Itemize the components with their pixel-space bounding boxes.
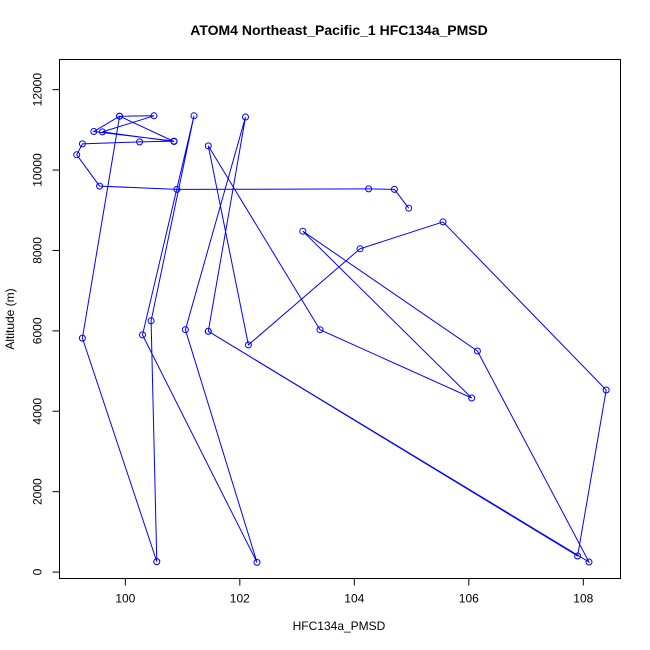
x-tick-label: 108	[573, 592, 593, 606]
data-point	[136, 138, 144, 146]
data-point	[242, 113, 249, 121]
chart-title: ATOM4 Northeast_Pacific_1 HFC134a_PMSD	[190, 22, 487, 38]
x-axis: 100 102 104 106 108	[115, 578, 594, 606]
data-point	[439, 218, 447, 226]
data-point	[390, 185, 398, 193]
x-tick-label: 104	[344, 592, 364, 606]
y-tick-label: 0	[31, 568, 45, 575]
series-line	[76, 115, 607, 564]
data-point	[173, 185, 181, 193]
data-point	[602, 386, 610, 394]
x-tick-label: 100	[115, 592, 135, 606]
data-point	[139, 331, 146, 339]
data-point	[468, 394, 476, 402]
data-point	[365, 185, 373, 193]
data-point	[147, 317, 155, 325]
y-axis-label: Altitude (m)	[3, 288, 17, 349]
data-point	[204, 327, 212, 335]
y-tick-label: 2000	[31, 478, 45, 505]
data-point	[150, 112, 158, 120]
data-point	[78, 140, 86, 148]
x-axis-label: HFC134a_PMSD	[293, 619, 386, 633]
data-point	[244, 341, 252, 349]
y-axis: 0 2000 4000 6000 8000 10000 12000	[31, 73, 60, 575]
y-tick-label: 12000	[31, 73, 45, 107]
data-point	[73, 151, 81, 159]
y-tick-label: 10000	[31, 153, 45, 187]
plot-frame	[59, 59, 621, 579]
y-tick-label: 8000	[31, 237, 45, 264]
data-point	[405, 204, 413, 212]
data-point	[90, 128, 98, 135]
data-point	[153, 558, 161, 566]
x-tick-label: 102	[230, 592, 250, 606]
y-tick-label: 4000	[31, 398, 45, 425]
y-tick-label: 6000	[31, 317, 45, 344]
data-point	[170, 138, 178, 145]
data-point	[473, 347, 481, 355]
data-point	[96, 182, 104, 190]
data-point	[204, 142, 212, 150]
data-point	[574, 552, 582, 560]
data-point	[181, 326, 189, 334]
data-point	[299, 227, 307, 235]
x-tick-label: 106	[459, 592, 479, 606]
data-point	[356, 245, 364, 253]
data-point	[98, 128, 106, 136]
data-point	[116, 112, 124, 120]
data-point	[253, 558, 261, 566]
data-point	[316, 326, 324, 334]
data-point	[78, 334, 86, 342]
data-points	[73, 112, 610, 566]
data-point	[190, 112, 198, 120]
data-point	[585, 558, 593, 566]
